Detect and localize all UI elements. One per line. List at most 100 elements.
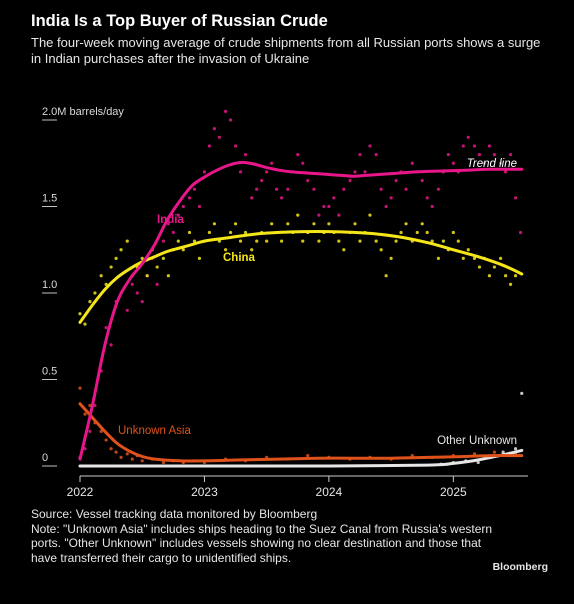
data-point-india xyxy=(513,196,518,200)
x-tick-label: 2025 xyxy=(440,485,467,499)
data-point-china xyxy=(379,248,383,252)
data-point-china xyxy=(374,239,378,243)
data-point-india xyxy=(472,144,477,148)
data-point-china xyxy=(197,256,202,260)
data-point-china xyxy=(228,230,233,235)
bloomberg-logo: Bloomberg xyxy=(492,561,548,573)
data-point-india xyxy=(212,127,216,131)
data-point-india xyxy=(233,144,238,148)
data-point-india xyxy=(275,187,279,191)
data-point-india xyxy=(135,291,139,295)
data-point-china xyxy=(451,230,455,235)
x-tick-label: 2024 xyxy=(316,485,343,499)
data-point-china xyxy=(155,265,159,269)
data-point-india xyxy=(374,153,378,157)
data-point-india xyxy=(410,161,414,165)
data-point-china xyxy=(472,256,477,260)
data-point-china xyxy=(441,239,445,243)
data-point-unknown_asia xyxy=(140,459,144,463)
data-point-china xyxy=(119,248,123,252)
data-point-china xyxy=(296,213,300,217)
data-point-china xyxy=(109,265,113,269)
data-point-india xyxy=(224,109,228,113)
chart-title: India Is a Top Buyer of Russian Crude xyxy=(31,12,328,30)
data-point-china xyxy=(161,256,165,260)
data-point-india xyxy=(243,153,248,157)
data-point-china xyxy=(487,274,492,278)
x-tick-label: 2022 xyxy=(67,485,94,499)
data-point-india xyxy=(192,187,197,191)
series-label-india: India xyxy=(157,214,184,226)
data-point-india xyxy=(250,196,254,200)
data-point-china xyxy=(415,230,419,235)
data-point-unknown_asia xyxy=(83,412,87,416)
note-text: Note: "Unknown Asia" includes ships head… xyxy=(31,521,493,565)
y-tick-label: 1.5 xyxy=(42,193,57,205)
data-point-china xyxy=(224,248,228,252)
data-point-india xyxy=(358,153,362,157)
scatter-points xyxy=(78,109,524,466)
data-point-india xyxy=(404,187,408,191)
data-point-china xyxy=(508,282,513,286)
data-point-india xyxy=(363,170,367,174)
data-point-unknown_asia xyxy=(109,447,113,451)
data-point-other_unknown xyxy=(513,447,518,451)
data-point-india xyxy=(280,196,284,200)
y-tick-label: 1.0 xyxy=(42,279,57,291)
data-point-unknown_asia xyxy=(125,452,129,456)
data-point-china xyxy=(404,222,408,226)
data-point-india xyxy=(265,170,269,174)
data-point-india xyxy=(461,144,465,148)
data-point-china xyxy=(187,230,192,235)
data-point-china xyxy=(466,248,470,252)
data-point-unknown_asia xyxy=(492,450,496,454)
data-point-india xyxy=(187,196,192,200)
data-point-india xyxy=(312,187,316,191)
data-point-unknown_asia xyxy=(161,460,165,465)
data-point-india xyxy=(125,308,129,312)
data-point-china xyxy=(425,230,429,235)
data-point-china xyxy=(394,239,398,243)
data-point-china xyxy=(312,222,316,226)
data-point-india xyxy=(260,178,264,183)
trend-line-label: Trend line xyxy=(467,158,517,170)
data-point-china xyxy=(238,239,243,243)
x-axis: 2022 2023 2024 2025 xyxy=(67,475,528,499)
data-point-india xyxy=(332,196,336,200)
data-point-unknown_asia xyxy=(99,429,103,433)
data-point-india xyxy=(109,343,113,347)
data-point-india xyxy=(286,187,290,191)
data-point-india xyxy=(155,282,159,286)
data-point-india xyxy=(420,178,424,183)
data-point-india xyxy=(492,153,496,157)
data-point-china xyxy=(88,300,92,304)
data-point-india xyxy=(197,204,202,209)
data-point-china xyxy=(358,239,362,243)
data-point-china xyxy=(280,239,284,243)
data-point-china xyxy=(492,265,496,269)
data-point-china xyxy=(166,274,170,278)
data-point-india xyxy=(436,187,440,191)
data-point-india xyxy=(425,196,429,200)
data-point-india xyxy=(255,187,259,191)
data-point-china xyxy=(477,265,482,269)
data-point-china xyxy=(140,256,144,260)
data-point-india xyxy=(228,118,233,122)
data-point-india xyxy=(466,135,470,139)
trend-line-india xyxy=(78,160,524,461)
data-point-india xyxy=(477,153,482,157)
data-point-china xyxy=(504,274,508,278)
data-point-china xyxy=(265,239,269,243)
data-point-india xyxy=(317,213,321,217)
data-point-china xyxy=(250,248,254,252)
series-label-unknown_asia: Unknown Asia xyxy=(118,425,191,437)
data-point-china xyxy=(83,322,87,326)
data-point-india xyxy=(130,282,134,286)
source-note: Source: Vessel tracking data monitored b… xyxy=(31,507,501,565)
data-point-india xyxy=(430,204,434,209)
data-point-china xyxy=(461,256,465,260)
data-point-china xyxy=(99,274,103,278)
data-point-china xyxy=(337,239,341,243)
data-point-india xyxy=(161,239,165,243)
